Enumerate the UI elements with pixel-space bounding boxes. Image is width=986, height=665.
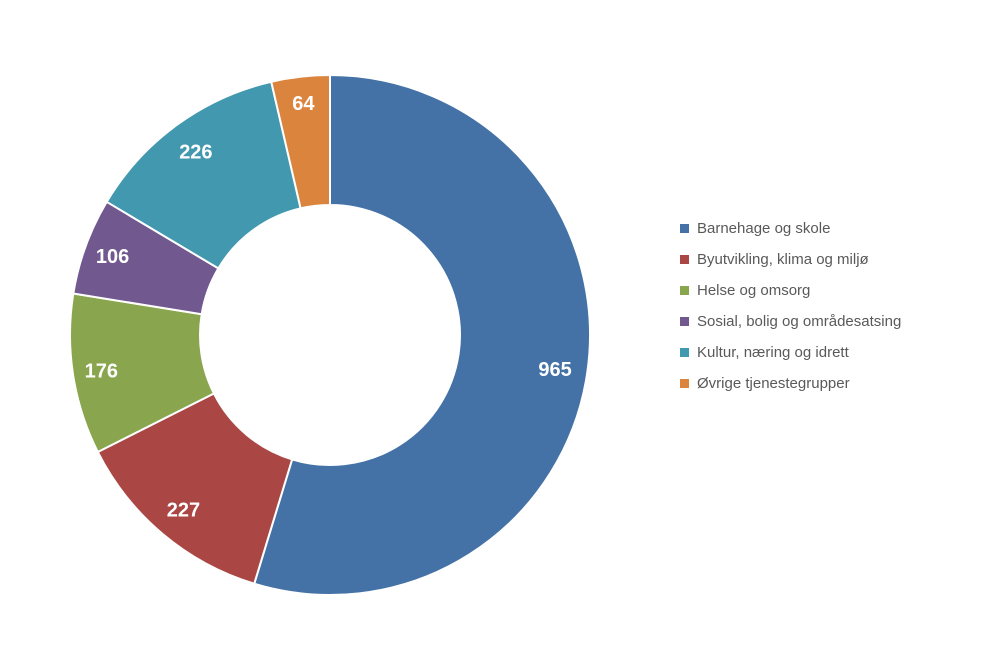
slice-value-label: 226: [179, 142, 212, 164]
legend-swatch: [680, 348, 689, 357]
slice-value-label: 64: [292, 93, 315, 115]
legend-item: Sosial, bolig og områdesatsing: [680, 313, 901, 330]
slice-value-label: 965: [538, 359, 571, 381]
slice-value-label: 227: [167, 499, 200, 521]
legend-label: Barnehage og skole: [697, 220, 830, 237]
legend-item: Øvrige tjenestegrupper: [680, 375, 901, 392]
legend: Barnehage og skole Byutvikling, klima og …: [680, 220, 901, 406]
legend-label: Byutvikling, klima og miljø: [697, 251, 869, 268]
slice-value-label: 176: [85, 361, 118, 383]
chart-container: 965 227 176 106 226 64 Barnehage og skole Byut…: [0, 0, 986, 665]
legend-item: Barnehage og skole: [680, 220, 901, 237]
legend-swatch: [680, 255, 689, 264]
legend-label: Øvrige tjenestegrupper: [697, 375, 850, 392]
legend-swatch: [680, 317, 689, 326]
legend-label: Helse og omsorg: [697, 282, 810, 299]
legend-item: Helse og omsorg: [680, 282, 901, 299]
legend-item: Byutvikling, klima og miljø: [680, 251, 901, 268]
legend-item: Kultur, næring og idrett: [680, 344, 901, 361]
legend-label: Sosial, bolig og områdesatsing: [697, 313, 901, 330]
legend-label: Kultur, næring og idrett: [697, 344, 849, 361]
legend-swatch: [680, 224, 689, 233]
legend-swatch: [680, 286, 689, 295]
legend-swatch: [680, 379, 689, 388]
slice-value-label: 106: [96, 246, 129, 268]
